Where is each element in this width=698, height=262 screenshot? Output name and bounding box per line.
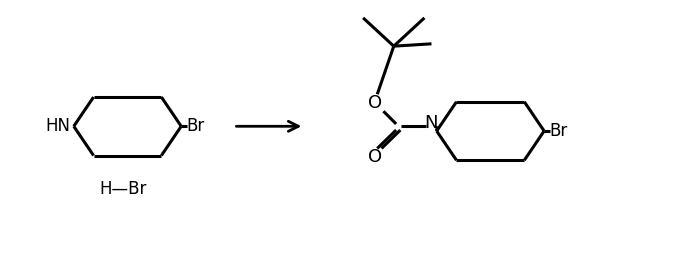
Text: Br: Br [550,122,568,140]
Text: O: O [368,148,382,166]
Text: O: O [368,94,382,112]
Text: HN: HN [45,117,70,135]
Text: N: N [424,113,438,132]
Text: Br: Br [187,117,205,135]
Text: H—Br: H—Br [99,181,147,198]
